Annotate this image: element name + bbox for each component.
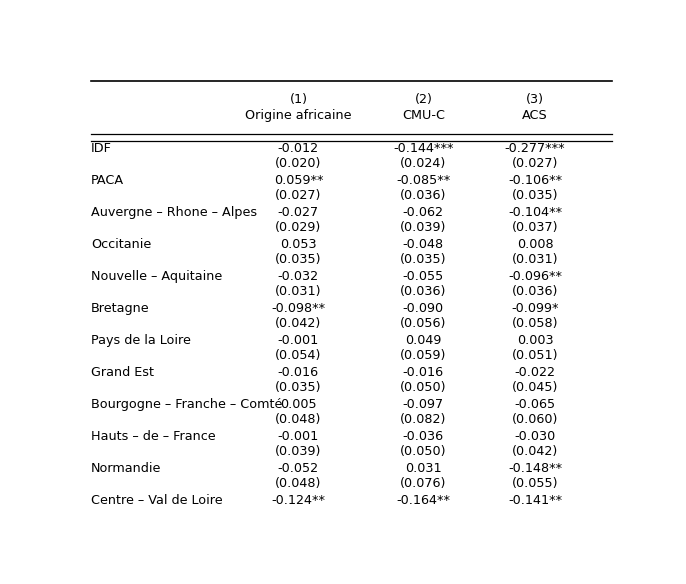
Text: -0.016: -0.016 xyxy=(403,366,444,379)
Text: (0.056): (0.056) xyxy=(400,317,447,330)
Text: (0.039): (0.039) xyxy=(400,221,447,234)
Text: -0.062: -0.062 xyxy=(403,206,444,219)
Text: 0.008: 0.008 xyxy=(517,238,554,251)
Text: 0.049: 0.049 xyxy=(405,334,442,347)
Text: -0.022: -0.022 xyxy=(514,366,556,379)
Text: (0.029): (0.029) xyxy=(275,221,322,234)
Text: (0.050): (0.050) xyxy=(400,381,447,394)
Text: (0.037): (0.037) xyxy=(512,221,558,234)
Text: -0.099*: -0.099* xyxy=(511,302,558,315)
Text: -0.141**: -0.141** xyxy=(508,494,562,507)
Text: (0.039): (0.039) xyxy=(275,445,322,458)
Text: -0.090: -0.090 xyxy=(403,302,444,315)
Text: (0.048): (0.048) xyxy=(275,413,322,426)
Text: (0.058): (0.058) xyxy=(512,317,558,330)
Text: CMU-C: CMU-C xyxy=(402,109,445,121)
Text: (3): (3) xyxy=(526,93,544,106)
Text: -0.277***: -0.277*** xyxy=(505,142,565,155)
Text: (0.051): (0.051) xyxy=(512,349,558,362)
Text: Bourgogne – Franche – Comté: Bourgogne – Franche – Comté xyxy=(91,398,283,411)
Text: (0.048): (0.048) xyxy=(275,477,322,490)
Text: 0.031: 0.031 xyxy=(405,462,442,475)
Text: 0.059**: 0.059** xyxy=(274,174,323,187)
Text: (0.031): (0.031) xyxy=(275,285,322,298)
Text: Hauts – de – France: Hauts – de – France xyxy=(91,430,215,443)
Text: Normandie: Normandie xyxy=(91,462,161,475)
Text: (0.054): (0.054) xyxy=(275,349,322,362)
Text: -0.097: -0.097 xyxy=(403,398,444,411)
Text: (0.031): (0.031) xyxy=(512,253,558,266)
Text: -0.148**: -0.148** xyxy=(508,462,562,475)
Text: (0.036): (0.036) xyxy=(512,285,558,298)
Text: Nouvelle – Aquitaine: Nouvelle – Aquitaine xyxy=(91,270,222,283)
Text: Occitanie: Occitanie xyxy=(91,238,152,251)
Text: (0.055): (0.055) xyxy=(512,477,558,490)
Text: -0.106**: -0.106** xyxy=(508,174,562,187)
Text: (0.076): (0.076) xyxy=(400,477,447,490)
Text: -0.065: -0.065 xyxy=(514,398,556,411)
Text: (0.050): (0.050) xyxy=(400,445,447,458)
Text: -0.085**: -0.085** xyxy=(397,174,451,187)
Text: -0.164**: -0.164** xyxy=(397,494,450,507)
Text: -0.016: -0.016 xyxy=(278,366,319,379)
Text: IDF: IDF xyxy=(91,142,112,155)
Text: 0.005: 0.005 xyxy=(280,398,317,411)
Text: (0.035): (0.035) xyxy=(512,189,558,202)
Text: (0.035): (0.035) xyxy=(400,253,447,266)
Text: -0.027: -0.027 xyxy=(278,206,319,219)
Text: -0.104**: -0.104** xyxy=(508,206,562,219)
Text: Bretagne: Bretagne xyxy=(91,302,150,315)
Text: (0.060): (0.060) xyxy=(512,413,558,426)
Text: (0.045): (0.045) xyxy=(512,381,558,394)
Text: (1): (1) xyxy=(289,93,307,106)
Text: (0.036): (0.036) xyxy=(400,285,447,298)
Text: PACA: PACA xyxy=(91,174,124,187)
Text: (0.027): (0.027) xyxy=(512,157,558,170)
Text: (0.042): (0.042) xyxy=(512,445,558,458)
Text: Grand Est: Grand Est xyxy=(91,366,154,379)
Text: Pays de la Loire: Pays de la Loire xyxy=(91,334,191,347)
Text: -0.030: -0.030 xyxy=(514,430,556,443)
Text: -0.032: -0.032 xyxy=(278,270,319,283)
Text: (0.020): (0.020) xyxy=(275,157,322,170)
Text: -0.052: -0.052 xyxy=(278,462,319,475)
Text: -0.036: -0.036 xyxy=(403,430,444,443)
Text: (0.059): (0.059) xyxy=(400,349,447,362)
Text: Auvergne – Rhone – Alpes: Auvergne – Rhone – Alpes xyxy=(91,206,257,219)
Text: -0.124**: -0.124** xyxy=(272,494,325,507)
Text: -0.098**: -0.098** xyxy=(272,302,325,315)
Text: 0.003: 0.003 xyxy=(517,334,554,347)
Text: (0.035): (0.035) xyxy=(275,381,322,394)
Text: (0.027): (0.027) xyxy=(275,189,322,202)
Text: -0.001: -0.001 xyxy=(278,334,319,347)
Text: -0.001: -0.001 xyxy=(278,430,319,443)
Text: (0.082): (0.082) xyxy=(400,413,447,426)
Text: (2): (2) xyxy=(414,93,432,106)
Text: 0.053: 0.053 xyxy=(280,238,317,251)
Text: (0.024): (0.024) xyxy=(400,157,447,170)
Text: Origine africaine: Origine africaine xyxy=(245,109,352,121)
Text: -0.048: -0.048 xyxy=(403,238,444,251)
Text: ACS: ACS xyxy=(522,109,548,121)
Text: Centre – Val de Loire: Centre – Val de Loire xyxy=(91,494,223,507)
Text: -0.055: -0.055 xyxy=(403,270,444,283)
Text: (0.036): (0.036) xyxy=(400,189,447,202)
Text: -0.144***: -0.144*** xyxy=(393,142,453,155)
Text: -0.012: -0.012 xyxy=(278,142,319,155)
Text: -0.096**: -0.096** xyxy=(508,270,562,283)
Text: (0.042): (0.042) xyxy=(275,317,322,330)
Text: (0.035): (0.035) xyxy=(275,253,322,266)
